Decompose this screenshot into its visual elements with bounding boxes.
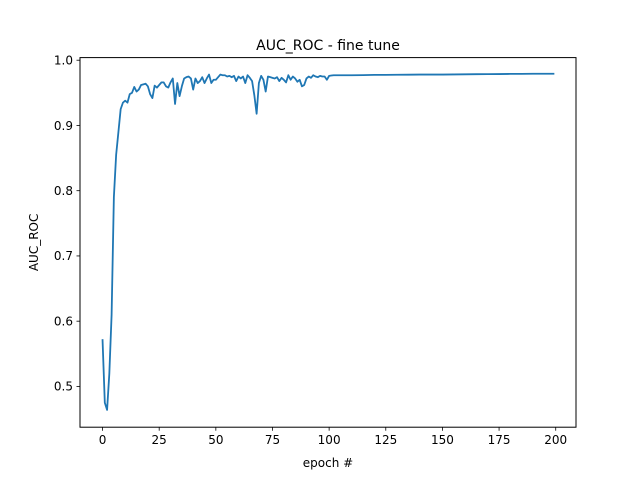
- y-axis-ticks: 0.5 0.6 0.7 0.8 0.9 1.0: [54, 54, 80, 394]
- y-tick-label: 0.5: [54, 380, 73, 394]
- y-tick-label: 0.8: [54, 184, 73, 198]
- x-tick-label: 75: [265, 433, 280, 447]
- chart-title: AUC_ROC - fine tune: [256, 38, 400, 54]
- x-tick-label: 200: [544, 433, 567, 447]
- y-axis-label: AUC_ROC: [27, 214, 41, 272]
- y-tick-label: 1.0: [54, 54, 73, 68]
- y-tick-label: 0.6: [54, 314, 73, 328]
- x-axis-ticks: 0 25 50 75 100 125 150 175 200: [99, 427, 567, 447]
- x-axis-label: epoch #: [303, 456, 353, 470]
- x-tick-label: 175: [488, 433, 511, 447]
- x-tick-label: 25: [152, 433, 167, 447]
- x-tick-label: 0: [99, 433, 107, 447]
- plot-area: [80, 57, 576, 428]
- plot-frame: [79, 57, 577, 428]
- x-tick-label: 100: [318, 433, 341, 447]
- y-tick-label: 0.7: [54, 249, 73, 263]
- x-tick-label: 150: [431, 433, 454, 447]
- x-tick-label: 50: [208, 433, 223, 447]
- y-tick-label: 0.9: [54, 119, 73, 133]
- auc-roc-series-line: [101, 72, 555, 411]
- x-tick-label: 125: [374, 433, 397, 447]
